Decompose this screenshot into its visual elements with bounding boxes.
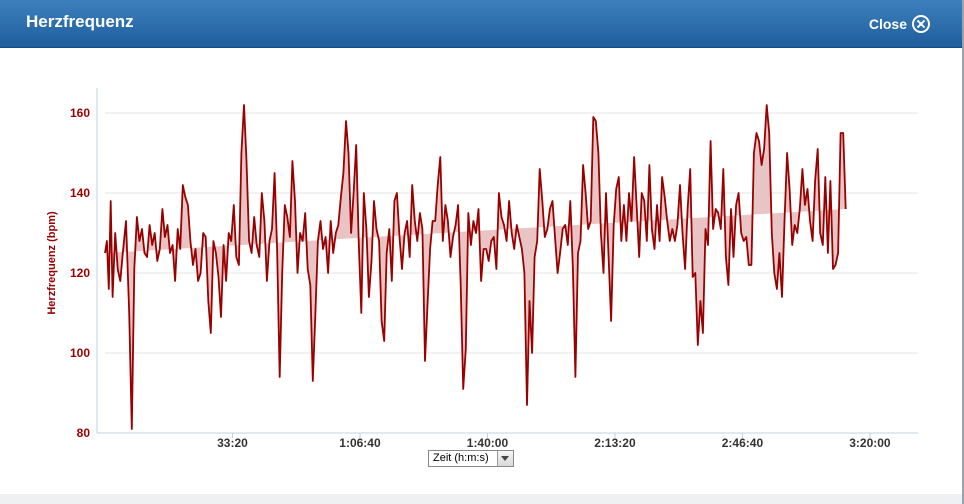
dialog-title: Herzfrequenz <box>26 12 134 31</box>
x-tick-label: 1:06:40 <box>339 436 381 450</box>
y-tick-label: 140 <box>70 186 90 200</box>
heart-rate-line <box>104 104 847 430</box>
y-tick-label: 80 <box>77 426 91 440</box>
close-label: Close <box>868 16 907 32</box>
x-tick-label: 3:20:00 <box>849 436 891 450</box>
y-tick-label: 100 <box>70 346 90 360</box>
close-circle-icon[interactable] <box>912 15 930 33</box>
y-tick-label: 120 <box>70 266 90 280</box>
x-tick-label: 2:46:40 <box>722 436 764 450</box>
x-axis-unit-select[interactable]: Zeit (h:m:s) <box>428 450 514 467</box>
chevron-down-icon[interactable] <box>497 451 513 466</box>
close-button[interactable]: Close <box>869 15 930 33</box>
dialog-header: Herzfrequenz Close <box>0 0 962 48</box>
y-tick-label: 160 <box>70 106 90 120</box>
y-axis-title: Herzfrequenz (bpm) <box>46 211 58 315</box>
x-axis-unit-select-value: Zeit (h:m:s) <box>433 452 489 464</box>
x-tick-label: 2:13:20 <box>594 436 636 450</box>
heart-rate-chart: 80 100 120 140 160 33:20 1:06:40 1:40:00 2:13:20… <box>46 88 918 450</box>
window-edge <box>962 0 964 504</box>
background-page-strip <box>0 494 962 504</box>
x-tick-label: 1:40:00 <box>467 436 509 450</box>
heart-rate-area <box>105 105 846 429</box>
x-tick-label: 33:20 <box>217 436 248 450</box>
